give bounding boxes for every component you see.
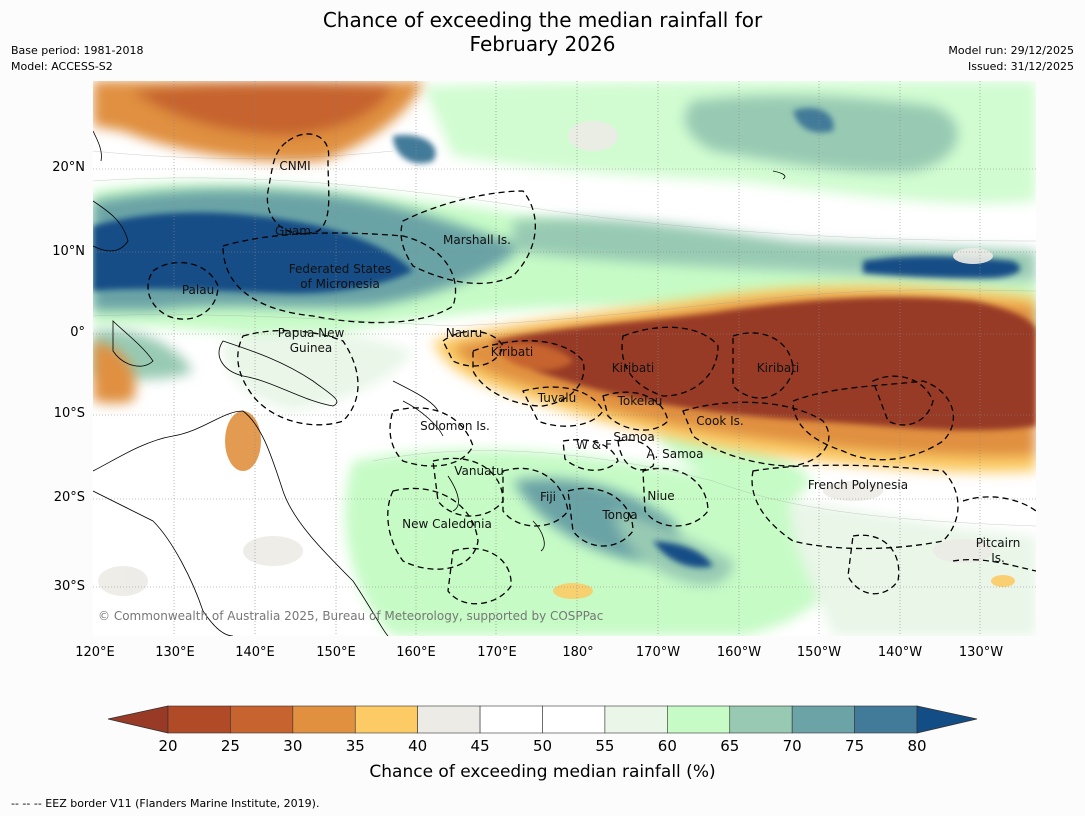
colorbar-tick: 45 <box>470 737 490 755</box>
colorbar-under-arrow <box>107 705 169 734</box>
eez-legend: -- -- -- EEZ border V11 (Flanders Marine… <box>11 797 320 810</box>
lat-label-0: 0° <box>70 325 85 340</box>
region-label-niue: Niue <box>647 489 675 503</box>
colorbar-tick: 80 <box>907 737 927 755</box>
dry-shading-north <box>93 81 423 404</box>
colorbar-bin <box>604 705 668 734</box>
region-label-micronesia: Federated States of Micronesia <box>289 262 391 292</box>
colorbar-bin <box>729 705 793 734</box>
region-label-png: Papua New Guinea <box>278 326 345 356</box>
map-svg <box>93 81 1036 636</box>
lon-label-150e: 150°E <box>316 645 356 660</box>
region-label-french-polynesia: French Polynesia <box>807 478 909 492</box>
colorbar-tick: 65 <box>720 737 740 755</box>
colorbar-tick: 70 <box>782 737 802 755</box>
lon-label-150w: 150°W <box>796 645 842 660</box>
colorbar-bins <box>167 705 918 734</box>
lon-label-130e: 130°E <box>155 645 195 660</box>
lon-label-180: 180° <box>562 645 594 660</box>
lon-label-130w: 130°W <box>958 645 1004 660</box>
scattered-patches <box>98 121 1015 599</box>
colorbar-tick: 50 <box>532 737 553 755</box>
colorbar-bin <box>230 705 294 734</box>
copyright-notice: © Commonwealth of Australia 2025, Bureau… <box>98 609 604 623</box>
lat-label-10n: 10°N <box>52 244 85 259</box>
meta-left: Base period: 1981-2018 Model: ACCESS-S2 <box>11 43 143 75</box>
micronesia-line-2: of Micronesia <box>300 277 380 291</box>
region-label-american-samoa: A. Samoa <box>646 447 704 461</box>
region-label-cook-islands: Cook Is. <box>696 414 744 428</box>
region-label-nauru: Nauru <box>445 326 483 340</box>
pitcairn-line-1: Pitcairn <box>975 536 1021 550</box>
colorbar-bin <box>667 705 731 734</box>
region-label-tonga: Tonga <box>602 508 638 522</box>
lat-label-20n: 20°N <box>52 160 85 175</box>
colorbar-tick: 55 <box>595 737 615 755</box>
colorbar-tick: 30 <box>283 737 303 755</box>
colorbar-label: Chance of exceeding median rainfall (%) <box>369 762 716 782</box>
region-label-vanuatu: Vanuatu <box>454 464 504 478</box>
region-label-palau: Palau <box>181 283 215 297</box>
micronesia-line-1: Federated States <box>288 262 392 276</box>
region-label-new-caledonia: New Caledonia <box>402 517 492 531</box>
region-label-pitcairn: Pitcairn Is. <box>976 536 1021 566</box>
lon-label-140e: 140°E <box>235 645 275 660</box>
region-label-samoa: Samoa <box>613 430 655 444</box>
colorbar-tick: 25 <box>220 737 240 755</box>
lon-label-170e: 170°E <box>477 645 517 660</box>
colorbar-bin <box>417 705 481 734</box>
region-label-tuvalu: Tuvalu <box>537 391 577 405</box>
region-label-tokelau: Tokelau <box>617 394 663 408</box>
colorbar-bin <box>479 705 543 734</box>
lon-label-140w: 140°W <box>877 645 923 660</box>
colorbar-bin <box>354 705 418 734</box>
colorbar <box>107 705 978 734</box>
base-period: Base period: 1981-2018 <box>11 44 144 57</box>
graticule <box>93 81 1036 636</box>
title-line-2: February 2026 <box>469 32 616 56</box>
colorbar-tick: 35 <box>345 737 365 755</box>
lon-label-160w: 160°W <box>716 645 762 660</box>
rainfall-map: CNMI Guam Marshall Is. Federated States … <box>93 81 1036 636</box>
lat-label-20s: 20°S <box>53 490 85 505</box>
colorbar-bin <box>542 705 606 734</box>
region-label-kiribati-west: Kiribati <box>490 345 534 359</box>
eez-borders <box>147 133 1036 605</box>
png-line-2: Guinea <box>289 341 333 355</box>
title-line-1: Chance of exceeding the median rainfall … <box>322 8 763 32</box>
lon-label-170w: 170°W <box>635 645 681 660</box>
colorbar-bin <box>854 705 918 734</box>
map-title: Chance of exceeding the median rainfall … <box>0 8 1085 56</box>
lat-label-30s: 30°S <box>53 579 85 594</box>
model-run: Model run: 29/12/2025 <box>948 44 1074 57</box>
issued-date: Issued: 31/12/2025 <box>967 60 1074 73</box>
region-label-fiji: Fiji <box>539 490 557 504</box>
lon-label-120e: 120°E <box>75 645 115 660</box>
region-label-solomon: Solomon Is. <box>420 419 490 433</box>
colorbar-bin <box>791 705 855 734</box>
colorbar-tick: 20 <box>158 737 178 755</box>
colorbar-bin <box>292 705 356 734</box>
meta-right: Model run: 29/12/2025 Issued: 31/12/2025 <box>948 43 1074 75</box>
lon-label-160e: 160°E <box>396 645 436 660</box>
coastlines <box>93 130 786 636</box>
region-label-kiribati-central: Kiribati <box>611 361 655 375</box>
colorbar-tick: 40 <box>408 737 428 755</box>
colorbar-over-arrow <box>916 705 978 734</box>
model-name: Model: ACCESS-S2 <box>11 60 113 73</box>
region-label-guam: Guam <box>275 224 311 238</box>
colorbar-bin <box>167 705 231 734</box>
png-line-1: Papua New <box>277 326 345 340</box>
lat-label-10s: 10°S <box>53 406 85 421</box>
contours <box>93 150 1036 527</box>
region-label-wallis-futuna: W & F <box>576 438 612 452</box>
colorbar-tick: 75 <box>845 737 865 755</box>
colorbar-tick: 60 <box>657 737 677 755</box>
region-label-cnmi: CNMI <box>279 159 311 173</box>
region-label-marshall: Marshall Is. <box>443 233 511 247</box>
region-label-kiribati-east: Kiribati <box>756 361 800 375</box>
pitcairn-line-2: Is. <box>991 551 1005 565</box>
